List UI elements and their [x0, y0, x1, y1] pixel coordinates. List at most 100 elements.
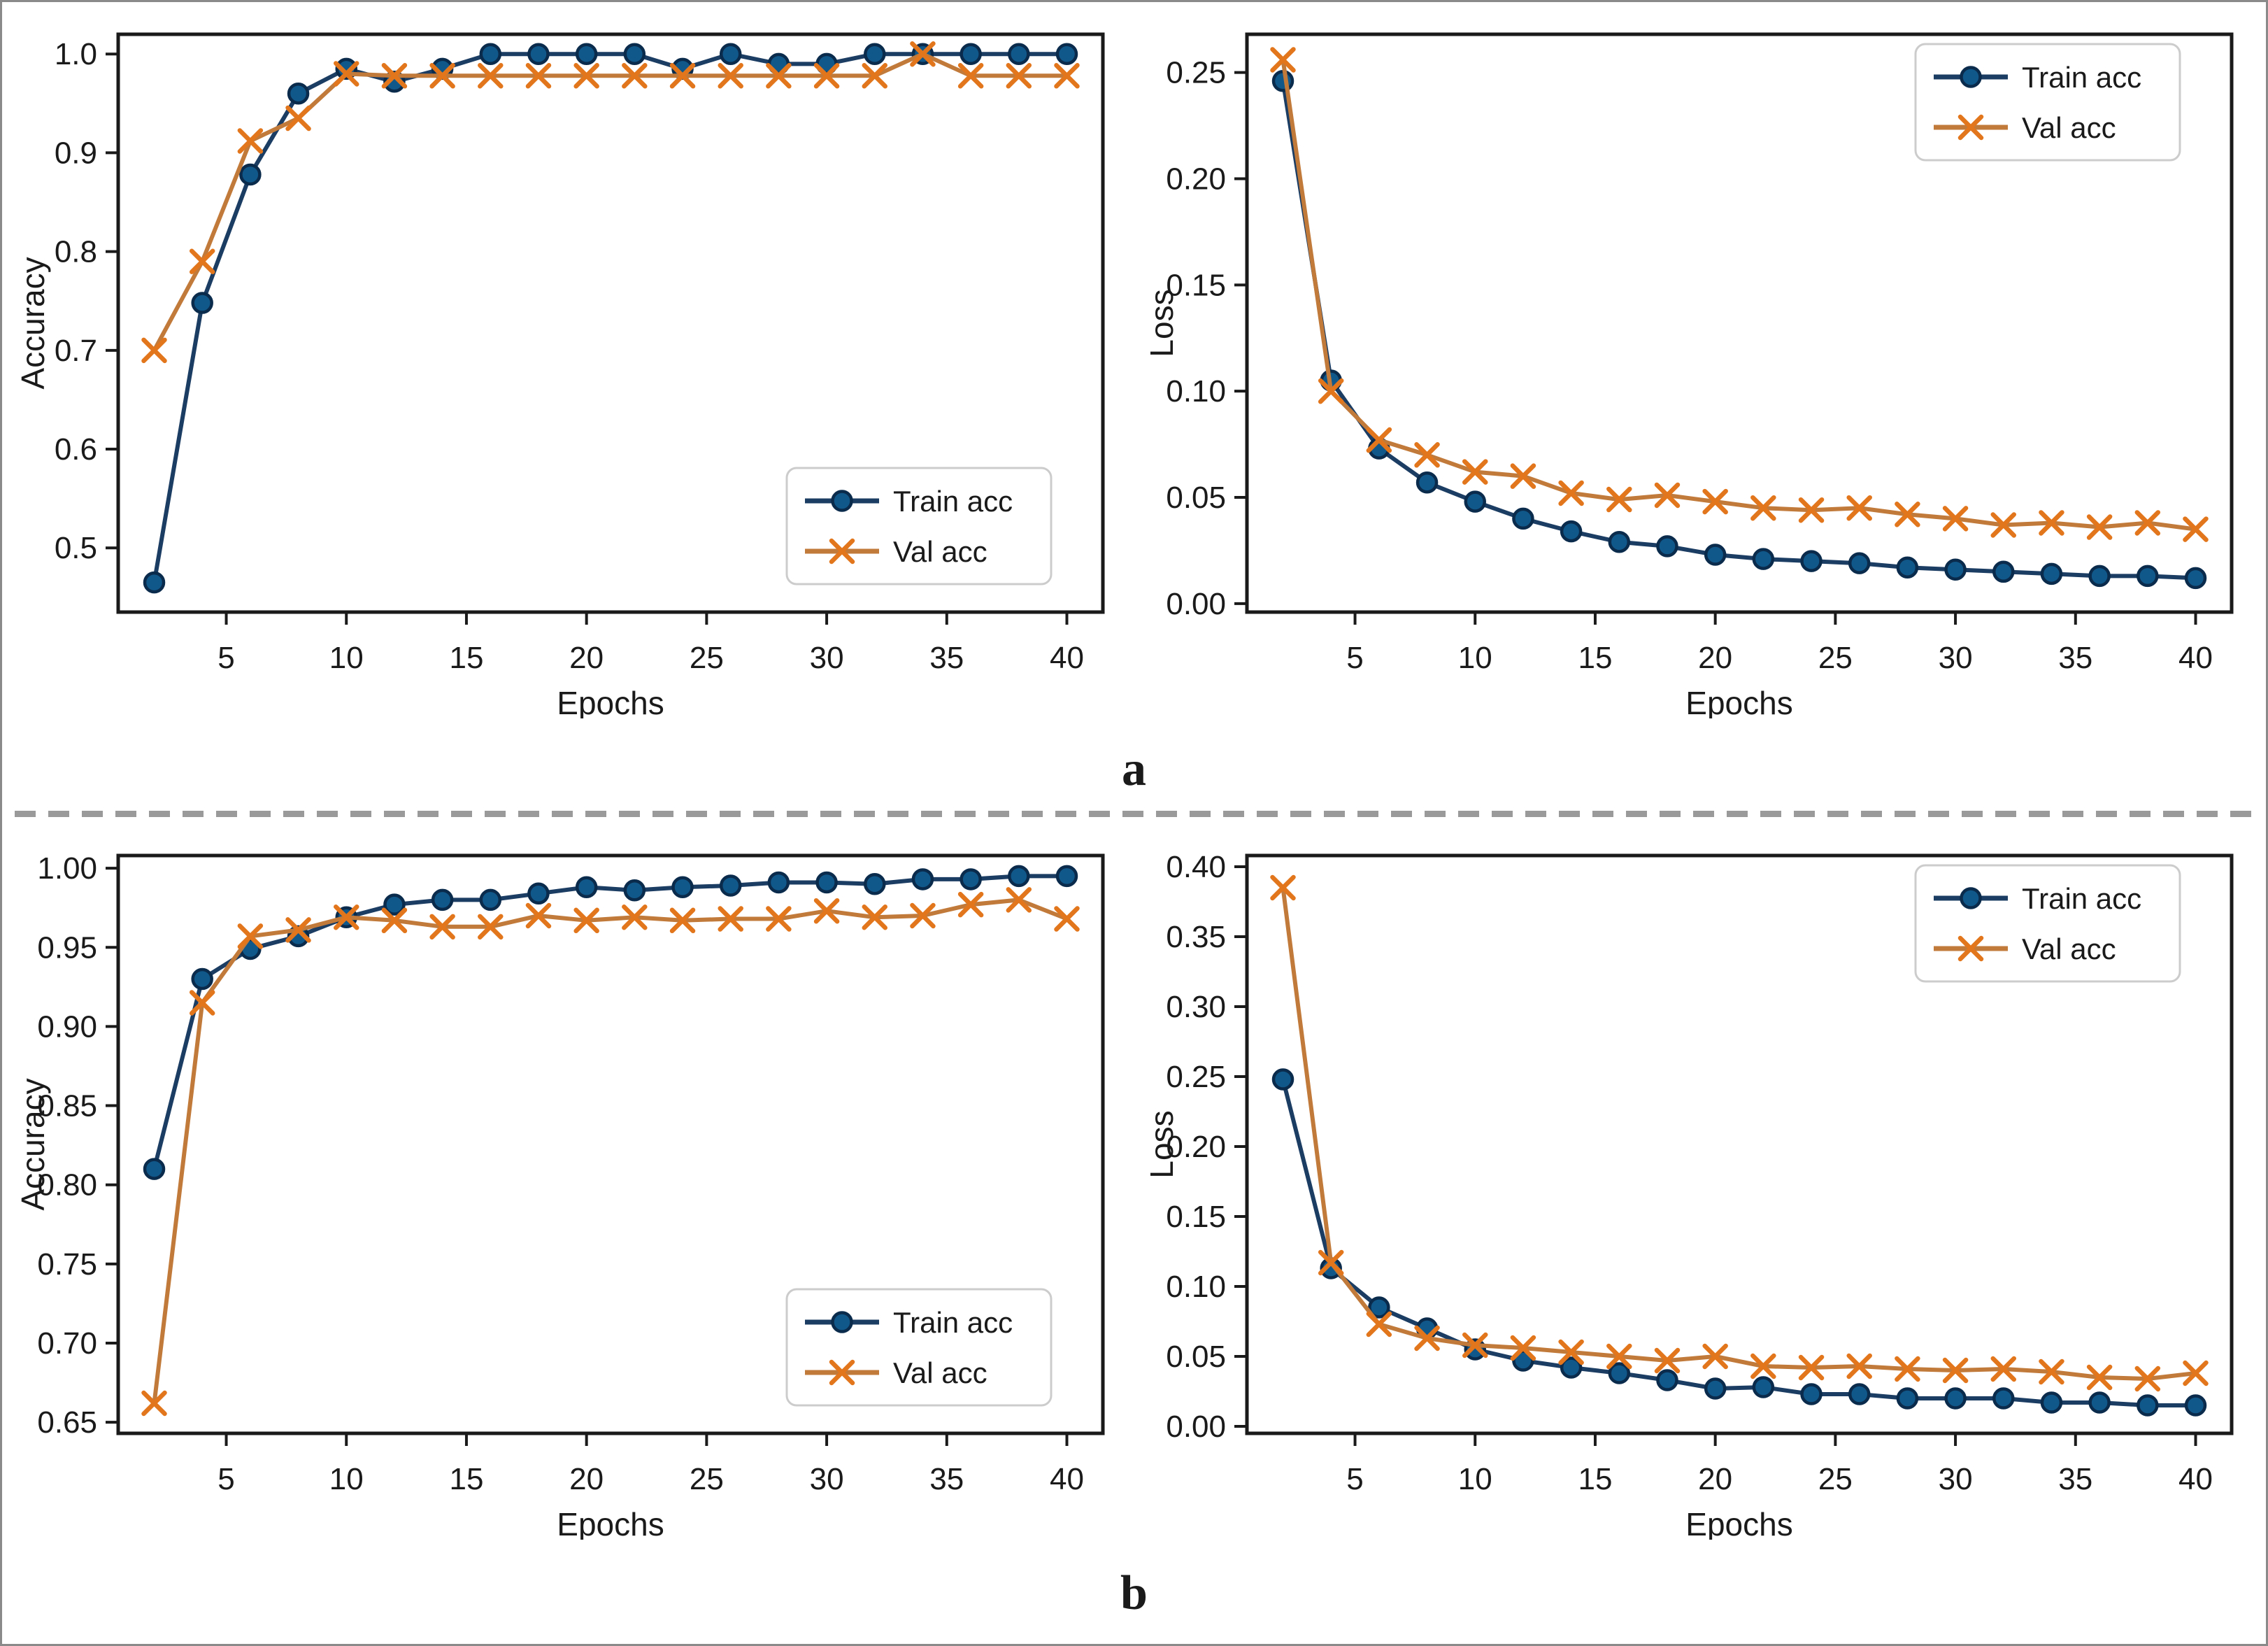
train-marker — [1560, 1356, 1583, 1379]
x-tick-label: 20 — [1698, 1462, 1732, 1496]
x-tick-label: 10 — [329, 641, 364, 675]
x-tick-label: 5 — [217, 641, 234, 675]
val-marker — [189, 990, 215, 1016]
train-marker — [1992, 560, 2015, 583]
val-marker — [573, 907, 599, 934]
val-marker — [910, 902, 936, 929]
val-marker — [669, 907, 696, 934]
y-tick-label: 0.05 — [1166, 1340, 1226, 1374]
y-tick-label: 0.75 — [37, 1247, 97, 1282]
train-marker — [575, 43, 598, 65]
y-tick-label: 0.40 — [1166, 850, 1226, 884]
train-marker — [479, 888, 502, 911]
train-marker — [671, 876, 694, 899]
x-tick-label: 40 — [1050, 641, 1084, 675]
val-marker — [237, 923, 264, 949]
train-marker — [1848, 1383, 1871, 1405]
x-tick-label: 10 — [329, 1462, 364, 1496]
train-marker — [1944, 558, 1967, 581]
train-marker — [1704, 544, 1727, 566]
legend: Train acc Val acc — [1914, 43, 2181, 162]
train-marker — [527, 882, 550, 905]
val-marker — [1654, 482, 1681, 509]
train-marker — [191, 967, 213, 991]
val-marker — [622, 63, 648, 89]
y-tick-label: 0.10 — [1166, 374, 1226, 409]
val-marker — [1702, 1343, 1728, 1370]
x-tick-label: 15 — [449, 641, 483, 675]
val-marker — [333, 904, 359, 930]
train-marker — [1656, 1369, 1678, 1391]
x-tick-label: 40 — [2178, 1462, 2213, 1496]
train-marker — [1800, 550, 1823, 572]
val-marker — [573, 63, 599, 89]
panel-label-b: b — [1120, 1566, 1148, 1620]
val-marker — [1990, 1356, 2017, 1382]
x-tick-label: 30 — [810, 1462, 844, 1496]
train-marker — [1960, 66, 1982, 88]
val-marker — [1702, 488, 1728, 515]
y-tick-label: 0.25 — [1166, 56, 1226, 90]
chart-svg: 0.00 0.05 0.10 0.15 0.20 0.25 0.30 0.35 0.40 5 10 1… — [1143, 850, 2234, 1540]
val-marker — [1270, 47, 1296, 73]
x-tick-label: 35 — [2058, 1462, 2092, 1496]
x-axis-label: Epochs — [557, 685, 664, 718]
train-marker — [623, 43, 646, 65]
train-marker — [1368, 1296, 1390, 1319]
train-marker — [287, 82, 310, 105]
y-tick-label: 1.0 — [55, 37, 97, 71]
legend-box — [785, 1288, 1053, 1407]
val-marker — [718, 906, 743, 932]
train-marker — [960, 868, 982, 891]
train-marker — [623, 879, 646, 902]
x-tick-label: 5 — [1346, 1462, 1363, 1496]
y-tick-label: 0.5 — [55, 531, 97, 565]
x-tick-label: 20 — [1698, 641, 1732, 675]
y-axis-label: Accuracy — [15, 257, 51, 389]
x-tick-label: 25 — [690, 1462, 724, 1496]
train-marker — [719, 874, 742, 897]
train-marker — [191, 292, 213, 314]
y-tick-label: 1.00 — [37, 851, 97, 886]
val-marker — [2086, 514, 2113, 540]
train-marker — [960, 43, 982, 65]
val-marker — [1414, 1325, 1440, 1351]
val-series-line — [1281, 59, 2196, 532]
accuracy-chart-b: 0.65 0.70 0.75 0.80 0.85 0.90 0.95 1.00 5 10 15 20 2… — [12, 833, 1131, 1540]
x-tick-label: 35 — [929, 641, 964, 675]
val-marker — [1846, 1353, 1872, 1379]
loss-chart-b: 0.00 0.05 0.10 0.15 0.20 0.25 0.30 0.35 0.40 5 10 1… — [1141, 833, 2260, 1540]
val-marker — [1606, 1343, 1632, 1370]
y-tick-label: 0.20 — [1166, 162, 1226, 197]
val-marker — [1414, 442, 1440, 468]
val-marker — [1558, 480, 1584, 506]
y-tick-label: 0.20 — [1166, 1130, 1226, 1164]
train-marker — [1944, 1387, 1967, 1410]
chart-svg: 0.5 0.6 0.7 0.8 0.9 1.0 5 10 15 20 25 30 35 40 Accurac… — [15, 32, 1105, 718]
val-marker — [285, 917, 311, 943]
val-marker — [957, 63, 984, 89]
train-marker — [2184, 567, 2207, 590]
val-marker — [2183, 516, 2209, 542]
val-marker — [1054, 63, 1080, 89]
val-series-line — [1281, 887, 2196, 1381]
y-tick-label: 0.95 — [37, 930, 97, 965]
val-marker — [429, 914, 455, 940]
train-marker — [1055, 43, 1078, 65]
val-marker — [1895, 502, 1920, 527]
train-marker — [1704, 1377, 1727, 1400]
train-marker — [239, 163, 262, 186]
y-tick-label: 0.15 — [1166, 1200, 1226, 1234]
train-marker — [575, 876, 598, 899]
x-tick-label: 25 — [690, 641, 724, 675]
train-marker — [719, 43, 742, 65]
legend-label: Val acc — [893, 1356, 987, 1389]
y-axis-label: Loss — [1143, 1110, 1180, 1178]
y-tick-label: 0.00 — [1166, 587, 1226, 621]
train-marker — [2040, 1391, 2063, 1414]
val-marker — [478, 63, 504, 89]
train-marker — [431, 888, 454, 911]
val-series-line — [152, 898, 1068, 1404]
train-marker — [1848, 552, 1871, 574]
